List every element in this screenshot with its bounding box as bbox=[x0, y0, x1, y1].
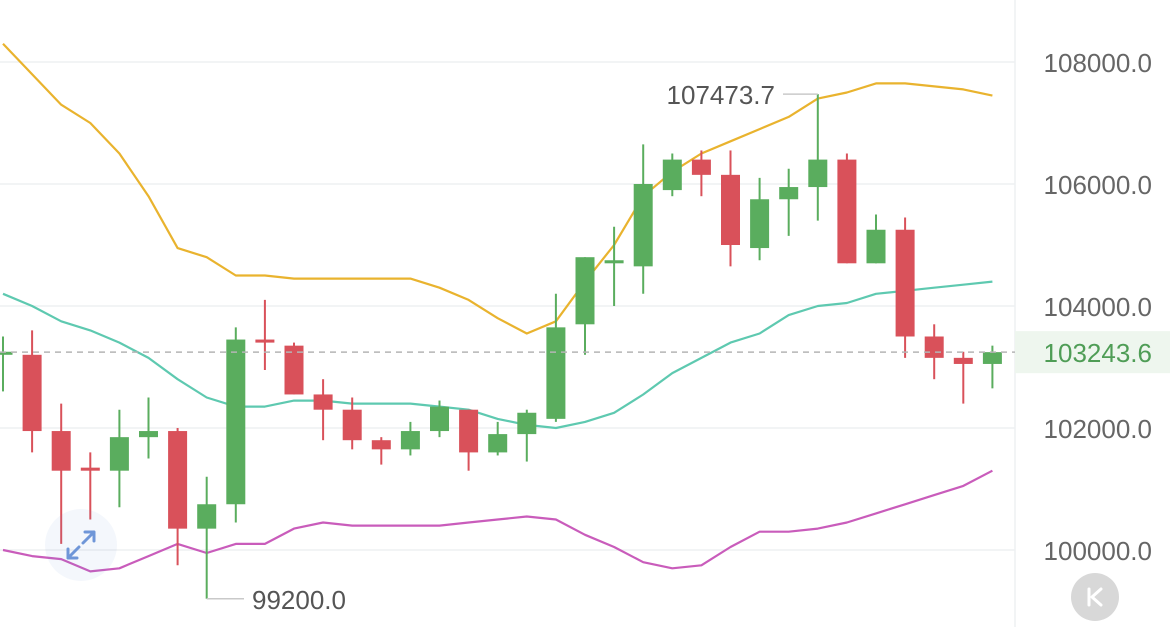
candle-body bbox=[284, 345, 304, 395]
candle-body bbox=[51, 431, 71, 471]
candle-body bbox=[808, 159, 828, 188]
candle-body bbox=[400, 431, 420, 450]
y-axis-tick-label: 106000.0 bbox=[1044, 170, 1152, 200]
candle-body bbox=[779, 187, 799, 200]
candle-body bbox=[488, 434, 508, 453]
high-price-label: 107473.7 bbox=[667, 80, 775, 110]
candle-body bbox=[575, 257, 595, 325]
lower-band-line bbox=[2, 469, 993, 573]
y-axis-tick-label: 108000.0 bbox=[1044, 48, 1152, 78]
candle-body bbox=[895, 229, 915, 337]
candle-body bbox=[109, 437, 129, 471]
k-icon bbox=[1087, 587, 1103, 607]
candles bbox=[0, 94, 1002, 599]
candle-body bbox=[924, 336, 944, 358]
candle-body bbox=[430, 406, 449, 432]
candle-body bbox=[22, 354, 42, 432]
candle-body bbox=[691, 159, 711, 175]
candle-body bbox=[313, 394, 333, 410]
candle-body bbox=[139, 431, 158, 438]
expand-arrows-icon bbox=[66, 530, 96, 560]
candle-body bbox=[662, 159, 682, 191]
upper-band-line bbox=[2, 42, 993, 335]
current-price-badge bbox=[1015, 331, 1170, 374]
candle-body bbox=[953, 357, 973, 364]
middle-band-line bbox=[2, 280, 993, 430]
candle-body bbox=[837, 159, 857, 264]
current-price-label: 103243.6 bbox=[1044, 338, 1152, 368]
grid-lines bbox=[0, 0, 1016, 627]
candle-body bbox=[721, 174, 740, 245]
candle-body bbox=[255, 339, 275, 343]
low-price-label: 99200.0 bbox=[252, 585, 346, 615]
y-axis: 100000.0 102000.0 104000.0 106000.0 108000.0 bbox=[1044, 48, 1152, 566]
y-axis-tick-label: 104000.0 bbox=[1044, 292, 1152, 322]
candle-body bbox=[0, 351, 13, 355]
candle-body bbox=[517, 412, 537, 435]
candle-body bbox=[604, 260, 624, 264]
bollinger-bands bbox=[2, 42, 993, 573]
candle-body bbox=[459, 409, 479, 453]
y-axis-tick-label: 102000.0 bbox=[1044, 414, 1152, 444]
candle-body bbox=[80, 467, 100, 471]
candle-body bbox=[750, 199, 770, 249]
expand-button[interactable] bbox=[45, 509, 117, 581]
candle-body bbox=[633, 184, 653, 267]
candle-body bbox=[226, 339, 246, 505]
candle-body bbox=[546, 327, 566, 419]
candle-body bbox=[371, 440, 391, 450]
candle-body bbox=[342, 409, 362, 441]
candle-body bbox=[168, 431, 188, 529]
kline-toggle-button[interactable] bbox=[1071, 573, 1119, 621]
candle-body bbox=[866, 229, 886, 264]
candle-body bbox=[197, 504, 217, 529]
annotations: 103243.6 107473.7 99200.0 bbox=[0, 80, 1170, 615]
y-axis-tick-label: 100000.0 bbox=[1044, 536, 1152, 566]
candle-body bbox=[982, 352, 1002, 364]
